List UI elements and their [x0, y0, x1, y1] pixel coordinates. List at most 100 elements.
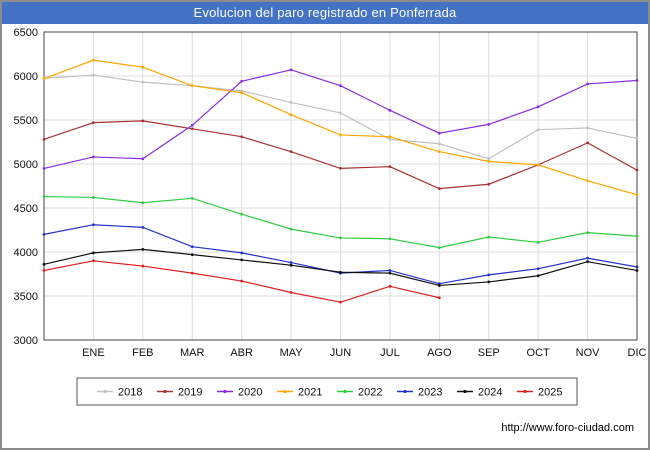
series-2019-point: [339, 167, 342, 170]
series-2019-point: [42, 137, 46, 141]
series-2020-point: [487, 123, 491, 126]
legend-marker-2025: [523, 389, 527, 394]
series-2023-point: [289, 261, 293, 264]
series-2021-point: [92, 58, 95, 62]
chart-title: Evolucion del paro registrado en Ponferr…: [193, 5, 457, 20]
legend-marker-2018: [103, 389, 107, 394]
series-2025-point: [339, 300, 342, 304]
series-2024-point: [289, 263, 293, 267]
legend-marker-2024: [463, 389, 467, 394]
legend-marker-2019: [163, 389, 167, 394]
series-2025-point: [190, 271, 194, 275]
legend-label-2023: 2023: [418, 387, 442, 399]
series-2020-point: [92, 155, 95, 159]
y-axis-tick-label: 3000: [14, 335, 38, 347]
series-2022-point: [240, 212, 244, 216]
y-axis-tick-label: 5500: [14, 115, 38, 127]
series-2022-point: [437, 246, 441, 250]
legend-label-2024: 2024: [478, 387, 502, 399]
series-2020-point: [339, 84, 342, 88]
series-2022-point: [339, 236, 342, 240]
series-2023-point: [141, 225, 145, 229]
legend-label-2019: 2019: [178, 387, 202, 399]
legend-marker-2023: [403, 389, 407, 394]
series-2021-point: [141, 65, 145, 69]
series-2022-point: [92, 196, 95, 199]
series-2020-point: [437, 131, 441, 135]
series-2022-point: [487, 235, 491, 239]
legend-marker-2022: [343, 389, 347, 394]
series-2022-point: [289, 227, 293, 231]
series-2025-point: [289, 291, 293, 294]
series-2020-point: [536, 105, 540, 109]
series-2018-point: [388, 137, 392, 141]
series-2022-point: [586, 231, 589, 235]
series-2020-point: [190, 123, 194, 127]
line-chart-canvas: 3000 3500 4000 4500 5000 5500 6000 6500 ENE FEB MA…: [14, 27, 647, 406]
series-2023-point: [487, 273, 491, 277]
series-2021-point: [289, 113, 293, 117]
series-2018-point: [289, 101, 293, 104]
series-2023-point: [190, 245, 194, 249]
series-2023-point: [388, 269, 392, 272]
series-2018-point: [586, 126, 589, 130]
series-2018-point: [437, 142, 441, 146]
series-2018-point: [536, 128, 540, 132]
series-2025-point: [388, 284, 392, 288]
y-axis-tick-label: 4500: [14, 203, 38, 215]
x-axis-month-label: JUL: [380, 347, 400, 359]
series-2020-point: [586, 82, 589, 86]
series-2023-point: [240, 251, 244, 255]
series-2024-point: [635, 269, 639, 272]
x-axis-month-label: MAY: [280, 347, 304, 359]
x-axis-month-label: SEP: [478, 347, 500, 359]
series-2019-point: [586, 141, 589, 145]
x-axis-month-label: JUN: [330, 347, 351, 359]
series-2024-point: [388, 271, 392, 275]
series-2018-point: [92, 73, 95, 77]
series-2020-point: [42, 167, 46, 170]
y-axis-tick-label: 5000: [14, 159, 38, 171]
series-2024-point: [92, 251, 95, 255]
series-2020-point: [141, 157, 145, 161]
series-2024-point: [141, 247, 145, 251]
x-axis-month-label: MAR: [180, 347, 205, 359]
legend-label-2025: 2025: [538, 387, 562, 399]
series-2025-point: [42, 269, 46, 272]
series-2019-point: [487, 182, 491, 186]
series-2022-point: [42, 195, 46, 198]
x-axis-month-label: OCT: [527, 347, 551, 359]
series-2024-point: [536, 274, 540, 278]
series-2022-point: [388, 237, 392, 241]
series-2021-point: [586, 179, 589, 183]
series-2019-point: [240, 135, 244, 139]
series-2018-point: [635, 137, 639, 140]
legend-label-2020: 2020: [238, 387, 262, 399]
chart-title-bar: Evolucion del paro registrado en Ponferr…: [2, 2, 648, 24]
series-2023-point: [42, 233, 46, 236]
series-2023-point: [586, 256, 589, 260]
x-axis-month-label: AGO: [427, 347, 452, 359]
series-2024-point: [339, 270, 342, 274]
series-2023-point: [536, 267, 540, 271]
series-2021-point: [487, 159, 491, 163]
series-2021-point: [437, 150, 441, 154]
source-url-link[interactable]: http://www.foro-ciudad.com: [501, 422, 634, 434]
series-2018-point: [141, 80, 145, 84]
legend-label-2018: 2018: [118, 387, 142, 399]
series-2023-point: [92, 223, 95, 227]
y-axis-tick-label: 6000: [14, 71, 38, 83]
series-2020-point: [635, 79, 639, 82]
series-2018-point: [339, 111, 342, 115]
legend-marker-2021: [283, 389, 287, 394]
series-2021-point: [536, 163, 540, 167]
series-2021-point: [190, 84, 194, 88]
series-2021-point: [240, 91, 244, 95]
series-2022-point: [141, 201, 145, 205]
legend-label-2022: 2022: [358, 387, 382, 399]
series-2019-point: [388, 165, 392, 169]
series-2019-point: [635, 168, 639, 172]
series-2024-point: [42, 262, 46, 266]
x-axis-month-label: NOV: [576, 347, 601, 359]
